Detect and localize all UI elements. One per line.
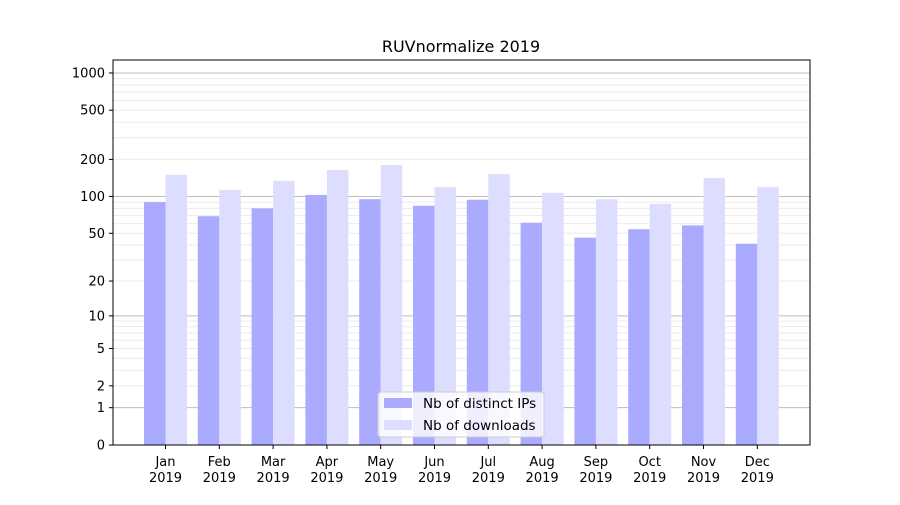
bar-downloads: [434, 187, 456, 445]
bar-downloads: [703, 178, 725, 445]
x-tick-label: Feb: [208, 455, 231, 470]
bar-downloads: [380, 165, 403, 445]
y-tick-label: 200: [80, 153, 105, 168]
bar-ips: [144, 202, 166, 445]
y-tick-label: 50: [88, 227, 105, 242]
bar-ips: [520, 222, 543, 445]
bar-downloads: [488, 174, 510, 445]
bar-downloads: [165, 174, 187, 445]
x-tick-label: 2019: [526, 471, 559, 486]
x-tick-label: 2019: [418, 471, 451, 486]
x-tick-label: 2019: [579, 471, 612, 486]
bar-downloads: [757, 187, 779, 445]
x-tick-label: Aug: [529, 455, 554, 470]
legend-swatch-downloads: [384, 420, 412, 430]
x-tick-label: Nov: [691, 455, 717, 470]
y-tick-label: 10: [88, 309, 105, 324]
x-tick-label: 2019: [687, 471, 720, 486]
x-tick-label: May: [367, 455, 394, 470]
bar-downloads: [219, 189, 241, 445]
legend-label-downloads: Nb of downloads: [423, 418, 536, 434]
y-tick-label: 5: [97, 342, 105, 357]
bar-downloads: [595, 199, 618, 445]
bar-downloads: [273, 180, 295, 445]
bar-ips: [413, 205, 435, 445]
x-tick-label: 2019: [472, 471, 505, 486]
bar-downloads: [542, 192, 564, 445]
x-tick-label: Jan: [154, 455, 175, 470]
legend: Nb of distinct IPs Nb of downloads: [377, 391, 545, 438]
x-tick-label: 2019: [633, 471, 666, 486]
x-tick-label: Jul: [479, 455, 496, 470]
x-tick-label: 2019: [310, 471, 343, 486]
bar-ips: [305, 194, 327, 445]
x-tick-label: Apr: [316, 455, 339, 470]
legend-label-ips: Nb of distinct IPs: [423, 396, 536, 412]
x-tick-label: Jun: [423, 455, 444, 470]
x-tick-label: Sep: [584, 455, 609, 470]
x-tick-label: Mar: [261, 455, 286, 470]
bar-ips: [251, 208, 274, 445]
y-tick-label: 1000: [72, 66, 105, 81]
bar-downloads: [326, 170, 349, 446]
x-tick-label: 2019: [364, 471, 397, 486]
y-axis: 0 1 2 5 10 20 50 100 200 500 1000: [72, 66, 113, 454]
x-tick-label: 2019: [741, 471, 774, 486]
y-tick-label: 2: [97, 379, 105, 394]
chart-title: RUVnormalize 2019: [382, 37, 540, 56]
x-tick-label: Dec: [745, 455, 770, 470]
x-tick-label: 2019: [149, 471, 182, 486]
legend-box: [377, 391, 545, 438]
bar-ips: [574, 237, 596, 445]
plot-frame: [112, 59, 811, 446]
y-tick-label: 100: [80, 190, 105, 205]
bar-ips: [466, 199, 489, 445]
x-tick-label: 2019: [203, 471, 236, 486]
bar-ips: [628, 229, 650, 445]
y-tick-label: 0: [97, 439, 105, 454]
legend-swatch-ips: [384, 398, 412, 408]
x-tick-label: Oct: [638, 455, 660, 470]
y-tick-label: 500: [80, 104, 105, 119]
bar-ips: [197, 216, 220, 445]
y-tick-label: 1: [97, 401, 105, 416]
bar-ips: [682, 225, 704, 445]
x-axis: Jan2019Feb2019Mar2019Apr2019May2019Jun20…: [149, 445, 774, 486]
bar-ips: [735, 243, 758, 445]
bar-downloads: [649, 203, 672, 445]
y-tick-label: 20: [88, 275, 105, 290]
x-tick-label: 2019: [257, 471, 290, 486]
bars: [144, 165, 779, 446]
bar-ips: [359, 199, 381, 445]
